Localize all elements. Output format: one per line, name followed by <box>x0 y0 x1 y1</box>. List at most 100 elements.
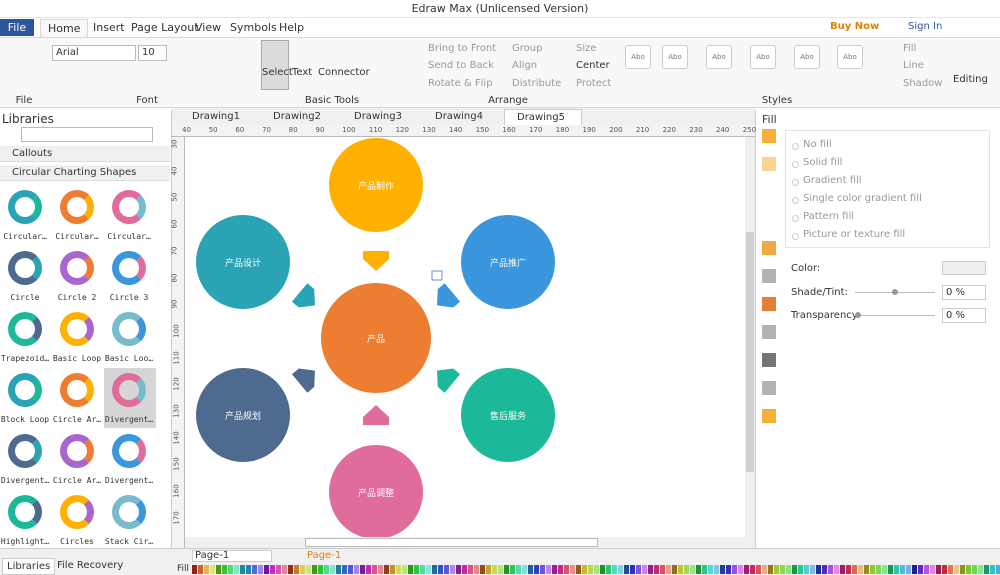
color-swatch[interactable] <box>348 565 353 574</box>
color-swatch[interactable] <box>984 565 989 574</box>
slider-thumb[interactable] <box>892 289 898 295</box>
shape-label[interactable]: Divergent… <box>104 415 154 424</box>
color-swatch[interactable] <box>654 565 659 574</box>
color-swatch[interactable] <box>216 565 221 574</box>
transparency-input[interactable]: 0 % <box>942 308 986 323</box>
arrange-command[interactable]: Align <box>512 60 538 71</box>
style-option[interactable]: Line <box>903 60 924 71</box>
color-swatch[interactable] <box>504 565 509 574</box>
color-swatch[interactable] <box>954 565 959 574</box>
color-box[interactable] <box>942 261 986 275</box>
radio[interactable] <box>792 197 799 204</box>
color-swatch[interactable] <box>360 565 365 574</box>
color-swatch[interactable] <box>726 565 731 574</box>
color-swatch[interactable] <box>312 565 317 574</box>
arrange-command[interactable]: Rotate & Flip <box>428 78 493 89</box>
color-swatch[interactable] <box>816 565 821 574</box>
color-swatch[interactable] <box>258 565 263 574</box>
color-swatch[interactable] <box>480 565 485 574</box>
color-swatch[interactable] <box>696 565 701 574</box>
shape-label[interactable]: Circular… <box>3 232 47 241</box>
shape-label[interactable]: Circles <box>60 537 94 546</box>
file-recovery-tab[interactable]: File Recovery <box>57 560 124 571</box>
color-swatch[interactable] <box>408 565 413 574</box>
color-swatch[interactable] <box>624 565 629 574</box>
arrange-command[interactable]: Send to Back <box>428 60 494 71</box>
color-swatch[interactable] <box>582 565 587 574</box>
shape-label[interactable]: Circle Ar… <box>52 415 102 424</box>
color-swatch[interactable] <box>858 565 863 574</box>
color-swatch[interactable] <box>792 565 797 574</box>
color-swatch[interactable] <box>612 565 617 574</box>
color-swatch[interactable] <box>252 565 257 574</box>
color-swatch[interactable] <box>588 565 593 574</box>
color-swatch[interactable] <box>282 565 287 574</box>
color-swatch[interactable] <box>474 565 479 574</box>
color-swatch[interactable] <box>378 565 383 574</box>
color-swatch[interactable] <box>744 565 749 574</box>
shape-label[interactable]: Circular… <box>107 232 151 241</box>
shape-icon[interactable] <box>112 495 146 529</box>
color-swatch[interactable] <box>960 565 965 574</box>
shape-label[interactable]: Divergent… <box>104 476 154 485</box>
fill-option[interactable]: Picture or texture fill <box>803 229 906 240</box>
document-tab[interactable]: Drawing5 <box>504 109 582 125</box>
color-swatch[interactable] <box>798 565 803 574</box>
color-swatch[interactable] <box>714 565 719 574</box>
color-swatch[interactable] <box>660 565 665 574</box>
color-swatch[interactable] <box>396 565 401 574</box>
color-swatch[interactable] <box>294 565 299 574</box>
fill-option[interactable]: Single color gradient fill <box>803 193 922 204</box>
menu-tab[interactable]: Home <box>40 19 89 37</box>
arrange-command[interactable]: Center <box>576 60 610 71</box>
node-circle[interactable] <box>461 368 555 462</box>
select-tool[interactable]: Select <box>262 67 293 78</box>
style-sample[interactable]: Abo <box>706 45 732 69</box>
color-swatch[interactable] <box>288 565 293 574</box>
style-sample[interactable]: Abo <box>837 45 863 69</box>
shape-icon[interactable] <box>8 190 42 224</box>
color-swatch[interactable] <box>762 565 767 574</box>
color-swatch[interactable] <box>306 565 311 574</box>
arrange-command[interactable]: Size <box>576 43 597 54</box>
shape-label[interactable]: Trapezoid… <box>0 354 50 363</box>
node-label[interactable]: 产品制作 <box>358 180 394 192</box>
style-sample[interactable]: Abo <box>662 45 688 69</box>
fill-option[interactable]: No fill <box>803 139 832 150</box>
color-swatch[interactable] <box>492 565 497 574</box>
shape-icon[interactable] <box>60 190 94 224</box>
panel-icon[interactable] <box>762 269 776 283</box>
shape-label[interactable]: Basic Loo… <box>104 354 154 363</box>
shape-icon[interactable] <box>60 434 94 468</box>
color-swatch[interactable] <box>702 565 707 574</box>
color-swatch[interactable] <box>864 565 869 574</box>
document-tab[interactable]: Drawing2 <box>273 111 321 122</box>
shade-input[interactable]: 0 % <box>942 285 986 300</box>
color-swatch[interactable] <box>780 565 785 574</box>
color-swatch[interactable] <box>390 565 395 574</box>
libraries-tab[interactable]: Libraries <box>2 558 56 575</box>
color-swatch[interactable] <box>522 565 527 574</box>
radio[interactable] <box>792 179 799 186</box>
font-size-box[interactable]: 10 <box>138 45 167 61</box>
color-swatch[interactable] <box>846 565 851 574</box>
color-swatch[interactable] <box>972 565 977 574</box>
color-swatch[interactable] <box>978 565 983 574</box>
color-swatch[interactable] <box>948 565 953 574</box>
panel-icon[interactable] <box>762 353 776 367</box>
arrange-command[interactable]: Group <box>512 43 543 54</box>
color-swatch[interactable] <box>432 565 437 574</box>
color-swatch[interactable] <box>870 565 875 574</box>
shape-icon[interactable] <box>112 251 146 285</box>
color-swatch[interactable] <box>264 565 269 574</box>
shape-icon[interactable] <box>112 312 146 346</box>
color-swatch[interactable] <box>450 565 455 574</box>
color-swatch[interactable] <box>786 565 791 574</box>
color-swatch[interactable] <box>468 565 473 574</box>
color-swatch[interactable] <box>384 565 389 574</box>
node-label[interactable]: 售后服务 <box>490 410 526 422</box>
color-swatch[interactable] <box>414 565 419 574</box>
color-swatch[interactable] <box>834 565 839 574</box>
color-swatch[interactable] <box>828 565 833 574</box>
shape-label[interactable]: Basic Loop <box>52 354 102 363</box>
